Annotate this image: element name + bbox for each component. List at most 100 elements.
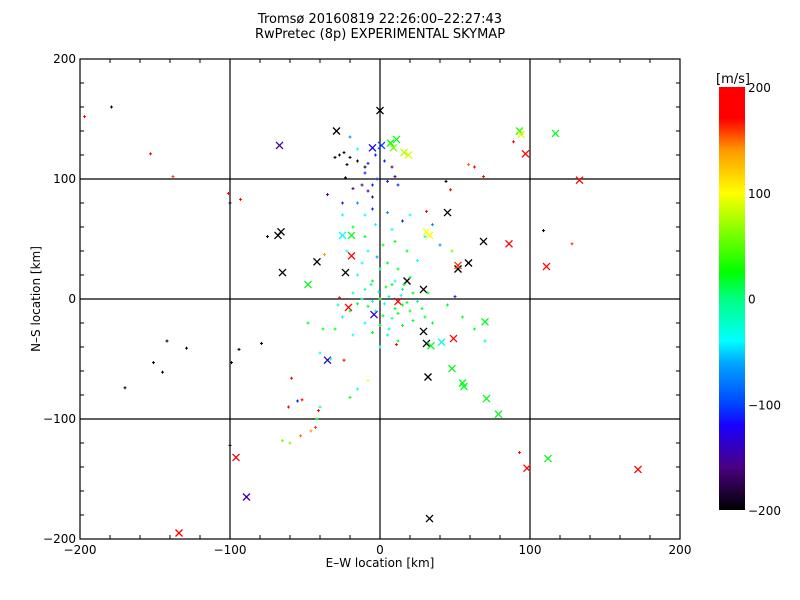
dot-marker	[396, 183, 400, 187]
y-tick-label: 200	[53, 52, 76, 66]
dot-marker	[110, 105, 113, 109]
dot-marker	[381, 314, 385, 318]
x-tick-labels: −200 −100 0 100 200	[64, 543, 692, 557]
cross-marker	[404, 151, 413, 159]
dot-marker	[230, 361, 233, 365]
dot-marker	[363, 213, 367, 217]
dot-marker	[390, 283, 394, 287]
dot-marker	[416, 259, 419, 263]
colorbar-tick-label: 200	[748, 81, 771, 95]
dot-marker	[356, 147, 359, 151]
x-tick-label: 100	[519, 543, 542, 557]
cross-marker	[394, 297, 402, 306]
dot-marker	[171, 175, 175, 179]
dot-marker	[336, 303, 340, 307]
colorbar	[719, 87, 745, 510]
dot-marker	[306, 321, 310, 325]
cross-marker	[424, 373, 432, 381]
dot-marker	[315, 417, 319, 421]
dot-marker	[366, 249, 370, 253]
colorbar-tick-label: −200	[748, 504, 781, 518]
dot-marker	[375, 255, 379, 259]
dot-marker	[366, 304, 370, 308]
cross-marker	[277, 227, 285, 236]
dot-marker	[366, 379, 370, 383]
dot-marker	[366, 189, 370, 193]
cross-marker	[422, 339, 431, 348]
dot-marker	[411, 291, 415, 295]
dot-marker	[345, 249, 349, 253]
cross-marker	[332, 127, 341, 135]
cross-marker	[460, 382, 468, 391]
dot-marker	[390, 316, 394, 320]
dot-marker	[351, 291, 355, 295]
dot-marker	[366, 161, 370, 165]
dot-marker	[333, 327, 337, 331]
dot-marker	[570, 242, 574, 246]
dot-marker	[396, 311, 400, 315]
dot-marker	[399, 293, 403, 297]
dot-marker	[408, 309, 412, 313]
dot-marker	[149, 152, 152, 156]
dot-marker	[371, 299, 374, 303]
dot-marker	[401, 323, 404, 327]
dot-marker	[405, 301, 409, 305]
cross-marker	[443, 208, 452, 217]
dot-marker	[341, 201, 344, 205]
cross-marker	[313, 257, 321, 266]
dot-marker	[369, 283, 373, 287]
cross-marker	[454, 265, 462, 273]
dot-marker	[260, 341, 263, 345]
dot-marker	[386, 261, 389, 265]
colorbar-tick-label: 0	[748, 293, 756, 307]
dot-marker	[318, 405, 322, 409]
dot-marker	[185, 346, 188, 350]
cross-marker	[479, 237, 488, 246]
dot-marker	[338, 153, 341, 157]
cross-marker	[505, 239, 513, 248]
cross-marker	[521, 149, 530, 158]
y-tick-label: −100	[43, 412, 76, 426]
cross-marker	[323, 356, 332, 365]
dot-marker	[317, 409, 320, 413]
dot-marker	[453, 295, 457, 299]
x-tick-label: −100	[214, 543, 247, 557]
dot-marker	[408, 213, 412, 217]
cross-marker	[517, 130, 525, 139]
cross-marker	[304, 280, 312, 289]
dot-marker	[228, 443, 232, 447]
dot-marker	[348, 309, 352, 313]
dot-marker	[384, 285, 388, 289]
cross-marker	[376, 106, 384, 115]
dot-marker	[393, 307, 397, 311]
data-marks	[83, 105, 642, 537]
dot-marker	[431, 223, 434, 227]
dot-marker	[393, 279, 397, 283]
dot-marker	[461, 315, 464, 319]
cross-marker	[425, 231, 434, 240]
dot-marker	[266, 235, 269, 239]
y-tick-label: 100	[53, 172, 76, 186]
dot-marker	[228, 201, 232, 205]
dot-marker	[450, 249, 454, 253]
dot-marker	[401, 219, 404, 223]
dot-marker	[326, 193, 329, 197]
dot-marker	[371, 195, 374, 199]
dot-marker	[239, 197, 242, 201]
cross-marker	[389, 143, 398, 152]
y-tick-label: 0	[68, 292, 76, 306]
dot-marker	[290, 376, 293, 380]
dot-marker	[363, 171, 367, 175]
cross-marker	[542, 262, 551, 271]
cross-marker	[494, 410, 503, 419]
cross-marker	[338, 231, 347, 240]
dot-marker	[360, 297, 364, 301]
dot-marker	[356, 159, 359, 163]
dot-marker	[378, 323, 382, 327]
dot-marker	[386, 333, 389, 337]
dot-marker	[321, 327, 325, 331]
dot-marker	[396, 339, 400, 343]
dot-marker	[363, 321, 367, 325]
